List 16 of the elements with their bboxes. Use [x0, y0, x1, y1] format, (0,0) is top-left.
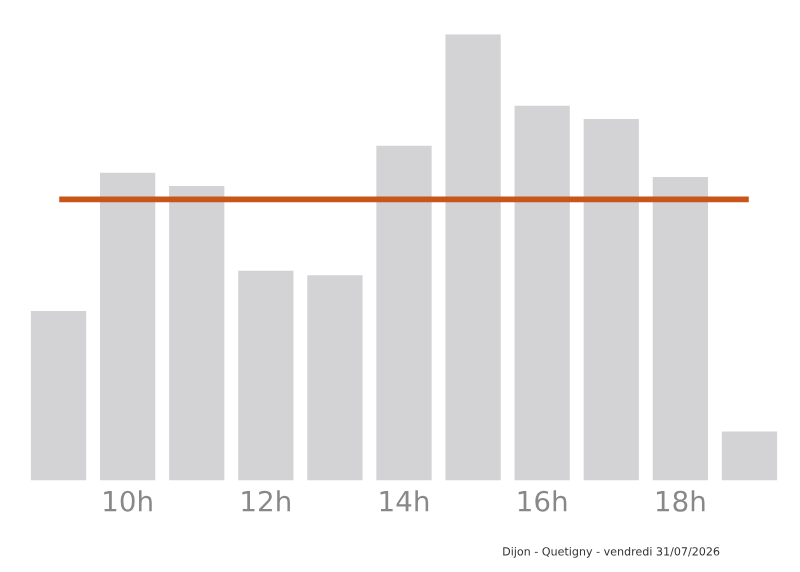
bar [514, 105, 570, 481]
x-tick-label: 10h [104, 490, 152, 512]
x-tick-label: 12h [242, 490, 290, 512]
x-tick-label: 16h [518, 490, 567, 512]
bar [376, 145, 432, 481]
bar [30, 310, 87, 481]
bar [100, 172, 156, 481]
bar [169, 186, 225, 481]
bar [583, 119, 639, 481]
bar [307, 275, 363, 481]
x-tick-label: 14h [380, 490, 429, 512]
x-tick-label: 18h [656, 490, 705, 512]
bar [445, 34, 501, 481]
bar [652, 177, 708, 481]
bar [238, 270, 294, 481]
bar [721, 431, 778, 481]
